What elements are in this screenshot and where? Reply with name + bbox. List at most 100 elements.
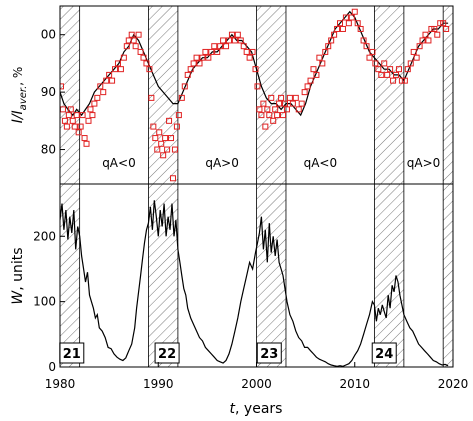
top-series-marker [313, 71, 320, 78]
top-series-marker [431, 25, 438, 32]
top-series-marker [87, 106, 94, 113]
top-series-marker [434, 31, 441, 38]
top-series-line [60, 10, 449, 117]
top-series-marker [63, 123, 70, 130]
cycle-label-box [371, 342, 397, 364]
top-series-marker [97, 83, 104, 90]
top-series-marker [331, 31, 338, 38]
x-axis-title: t, years [230, 401, 283, 417]
top-series-marker [422, 31, 429, 38]
top-series-marker [60, 83, 64, 90]
bottom-plot-frame [59, 183, 454, 368]
top-series-marker [348, 14, 355, 21]
top-series-marker [246, 54, 253, 61]
top-series-marker [328, 37, 335, 44]
top-series-marker [381, 60, 388, 67]
top-series-marker [410, 48, 417, 55]
top-shaded-interval-0 [59, 5, 81, 185]
top-series-marker [173, 123, 180, 130]
top-series-marker [223, 43, 230, 50]
top-series-marker [283, 106, 290, 113]
top-series-marker [211, 43, 218, 50]
x-tick-label-1: 1990 [143, 377, 174, 391]
top-series-marker [307, 77, 314, 84]
top-series-marker [372, 60, 379, 67]
top-series-marker [184, 71, 191, 78]
top-series-marker [301, 89, 308, 96]
cycle-label-text: 23 [260, 347, 278, 362]
top-series-marker [387, 66, 394, 73]
cycle-label-22: 22 [154, 342, 180, 364]
top-series-marker [276, 100, 283, 107]
bottom-shaded-interval-4 [442, 183, 454, 368]
top-series-marker [130, 37, 137, 44]
bottom-panel: 21 22 23 24 0 100 200 1980 1990 2000 2010 2020 W,… [10, 183, 468, 417]
top-series-marker [286, 94, 293, 101]
top-series-marker [425, 37, 432, 44]
top-series-marker [208, 48, 215, 55]
top-series-marker [292, 94, 299, 101]
top-series-marker [128, 31, 135, 38]
top-series-marker [100, 89, 107, 96]
top-series-marker [178, 94, 185, 101]
bottom-y-axis-title: W, units [10, 247, 26, 304]
top-series-marker [79, 112, 86, 119]
top-series-group [60, 8, 450, 182]
top-series-marker [363, 43, 370, 50]
top-series-marker [416, 43, 423, 50]
top-series-marker [280, 112, 287, 119]
top-series-marker [65, 112, 72, 119]
cycle-label-box [154, 342, 180, 364]
top-series-marker [91, 100, 98, 107]
top-series-marker [150, 123, 157, 130]
top-series-marker [375, 66, 382, 73]
top-series-marker [443, 25, 450, 32]
bottom-y-tick-label-2: 200 [33, 229, 56, 243]
top-series-marker [351, 8, 358, 15]
x-tick-label-2: 2000 [241, 377, 272, 391]
top-series-marker [254, 83, 261, 90]
top-region-labels: qA<0 qA>0 qA<0 qA>0 [102, 156, 440, 170]
top-series-marker [181, 83, 188, 90]
top-series-marker [440, 20, 447, 27]
bottom-y-tick-label-1: 100 [33, 295, 56, 309]
top-series-marker [319, 60, 326, 67]
top-series-marker [258, 112, 265, 119]
top-series-marker [252, 66, 259, 73]
top-series-marker [193, 54, 200, 61]
x-tick-label-3: 2010 [339, 377, 370, 391]
top-series-marker [270, 117, 277, 124]
top-series-marker [135, 31, 142, 38]
top-series-marker [106, 71, 113, 78]
top-series-marker [304, 83, 311, 90]
top-series-marker [152, 135, 159, 142]
top-shaded-intervals [59, 5, 454, 185]
top-series-marker [146, 66, 153, 73]
top-series-marker [419, 37, 426, 44]
cycle-label-21: 21 [59, 342, 85, 364]
top-series-marker [401, 77, 408, 84]
top-series-marker [390, 77, 397, 84]
top-series-marker [156, 129, 163, 136]
top-series-marker [196, 60, 203, 67]
top-series-marker [354, 20, 361, 27]
top-series-marker [75, 129, 82, 136]
top-series-marker [322, 48, 329, 55]
top-panel: qA<0 qA>0 qA<0 qA>0 80 90 00 I/Iaver., % [10, 5, 454, 185]
top-series-marker [345, 20, 352, 27]
top-series-marker [160, 152, 167, 159]
top-series-marker [94, 94, 101, 101]
top-series-marker [268, 94, 275, 101]
top-series-marker [123, 43, 130, 50]
top-series-marker [112, 66, 119, 73]
top-series-marker [69, 117, 76, 124]
top-series-marker [278, 94, 285, 101]
top-series-marker [83, 140, 90, 147]
top-series-marker [148, 94, 155, 101]
top-series-marker [266, 112, 273, 119]
top-series-marker [342, 14, 349, 21]
top-series-marker [132, 43, 139, 50]
top-series-marker [384, 71, 391, 78]
top-series-marker [337, 20, 344, 27]
